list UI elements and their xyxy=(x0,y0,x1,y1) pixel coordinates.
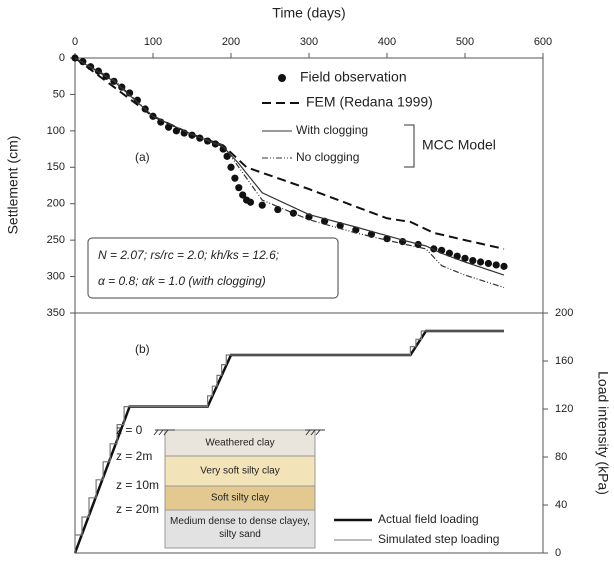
soil-layer xyxy=(164,429,316,457)
y-axis-title: Settlement (cm) xyxy=(5,136,21,235)
x-tick-label: 400 xyxy=(378,36,396,48)
legend-label: With clogging xyxy=(296,123,368,137)
layer-label: Weathered clay xyxy=(205,438,274,449)
soil-layer xyxy=(164,509,316,549)
y-tick-label: 0 xyxy=(555,547,561,559)
annotation-box xyxy=(87,237,339,299)
panel-label: (a) xyxy=(135,150,150,164)
data-point xyxy=(484,259,492,268)
x-tick-label: 0 xyxy=(72,36,78,48)
y-tick-label: 100 xyxy=(47,125,65,137)
data-point xyxy=(477,258,485,266)
soil-layer xyxy=(164,455,316,487)
legend-label: Field observation xyxy=(300,69,407,85)
y-tick-label: 150 xyxy=(47,161,65,173)
y-tick-label: 120 xyxy=(555,403,573,415)
data-point xyxy=(258,201,266,209)
y-tick-label: 250 xyxy=(47,234,65,246)
depth-label: z = 0 xyxy=(116,423,143,437)
data-point xyxy=(469,256,477,265)
legend-label: FEM (Redana 1999) xyxy=(306,94,433,110)
y-tick-label: 40 xyxy=(555,499,567,511)
legend-label: Simulated step loading xyxy=(378,532,499,546)
x-tick-label: 200 xyxy=(222,36,240,48)
legend-label: No clogging xyxy=(296,150,359,164)
data-point xyxy=(289,209,297,217)
data-point xyxy=(231,174,239,182)
y-tick-label: 50 xyxy=(53,88,65,100)
data-point xyxy=(274,205,282,214)
soil-layer xyxy=(164,485,316,511)
layer-label: Very soft silty clay xyxy=(200,466,279,477)
y-tick-label: 200 xyxy=(47,198,65,210)
depth-label: z = 20m xyxy=(116,502,159,516)
data-point xyxy=(246,198,255,206)
legend-bracket xyxy=(404,124,415,168)
data-point xyxy=(235,184,243,192)
panel-b-frame xyxy=(74,312,544,554)
layer-label-box: Medium dense to dense clayey, silty sand xyxy=(170,516,310,540)
depth-label: z = 10m xyxy=(116,478,159,492)
x-tick-label: 500 xyxy=(456,36,474,48)
data-point xyxy=(500,262,508,270)
x-tick-label: 100 xyxy=(144,36,162,48)
y-tick-label: 80 xyxy=(555,451,567,463)
layer-label: Soft silty clay xyxy=(211,493,269,504)
data-point xyxy=(383,235,391,243)
data-point xyxy=(461,254,469,262)
ground-hatch xyxy=(153,429,325,436)
x-tick-label: 300 xyxy=(300,36,318,48)
series-line xyxy=(74,330,504,553)
data-point xyxy=(227,163,235,171)
y-tick-label: 300 xyxy=(47,270,65,282)
series-line xyxy=(74,57,505,276)
layer-label: Medium dense to dense clayey, silty sand xyxy=(170,516,310,540)
data-point xyxy=(492,261,500,269)
y-tick-label: 200 xyxy=(555,307,573,319)
legend-symbol xyxy=(278,74,286,82)
annotation: α = 0.8; αk = 1.0 (with clogging) xyxy=(98,274,266,288)
series-line xyxy=(74,57,505,289)
data-point xyxy=(223,152,231,160)
y-tick-label: 160 xyxy=(555,355,573,367)
annotation: N = 2.07; rs/rc = 2.0; kh/ks = 12.6; xyxy=(98,248,279,262)
y-tick-label: 350 xyxy=(47,307,65,319)
data-point xyxy=(239,191,247,199)
legend-label: Actual field loading xyxy=(378,512,479,526)
x-tick-label: 600 xyxy=(534,36,552,48)
legend-group-label: MCC Model xyxy=(422,137,496,153)
soil-profile: Weathered clay Very soft silty clay Soft… xyxy=(116,423,325,549)
depth-label: z = 2m xyxy=(116,449,152,463)
data-point xyxy=(172,127,180,135)
x-axis-title: Time (days) xyxy=(272,5,345,21)
series-line xyxy=(74,57,505,250)
y-tick-label: 0 xyxy=(59,52,65,64)
data-point xyxy=(126,89,134,97)
data-point xyxy=(352,226,360,234)
y2-axis-title: Load intensity (kPa) xyxy=(595,371,611,495)
panel-label: (b) xyxy=(135,342,150,356)
